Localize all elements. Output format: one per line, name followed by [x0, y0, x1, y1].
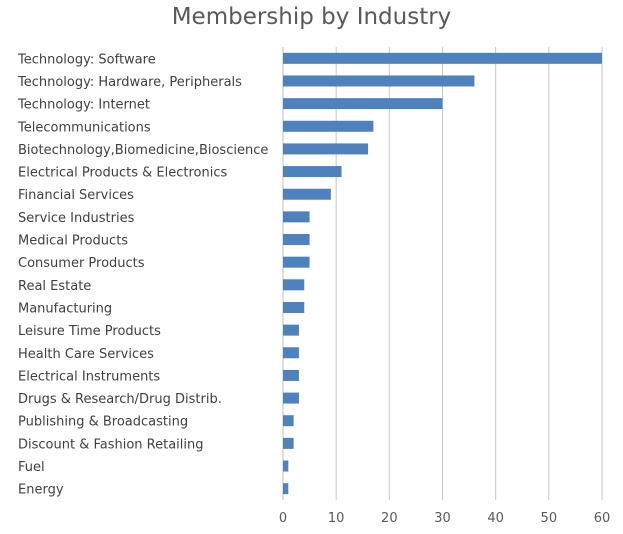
bar: [283, 301, 305, 313]
gridlines: [282, 47, 603, 500]
category-label: Biotechnology,Biomedicine,Bioscience: [18, 143, 268, 158]
bar: [283, 52, 602, 64]
bar: [283, 347, 299, 359]
bar: [283, 98, 443, 110]
bar: [283, 143, 369, 155]
x-tick-label: 20: [381, 511, 398, 526]
category-labels: Technology: Software Technology: Hardware…: [17, 52, 268, 497]
category-label: Energy: [18, 483, 64, 498]
bar: [283, 483, 289, 495]
category-label: Fuel: [18, 460, 45, 475]
bar: [283, 75, 475, 87]
category-label: Electrical Instruments: [18, 369, 160, 384]
chart-title: Membership by Industry: [171, 4, 452, 30]
x-tick-label: 30: [434, 511, 451, 526]
bar: [283, 279, 305, 291]
bar: [283, 120, 374, 132]
bar: [283, 234, 310, 246]
category-label: Manufacturing: [18, 301, 112, 316]
bar: [283, 324, 299, 336]
bar: [283, 256, 310, 268]
bar: [283, 166, 342, 178]
x-tick-labels: 0 10 20 30 40 50 60: [279, 511, 610, 526]
category-label: Medical Products: [18, 234, 128, 249]
category-label: Technology: Software: [17, 52, 156, 67]
x-tick-label: 60: [594, 511, 611, 526]
category-label: Leisure Time Products: [18, 324, 161, 339]
category-label: Drugs & Research/Drug Distrib.: [18, 392, 222, 407]
bar: [283, 188, 331, 200]
category-label: Discount & Fashion Retailing: [18, 437, 204, 452]
bar: [283, 415, 294, 427]
category-label: Technology: Internet: [17, 98, 150, 113]
category-label: Financial Services: [18, 188, 134, 203]
category-label: Service Industries: [18, 211, 135, 226]
category-label: Publishing & Broadcasting: [18, 415, 188, 430]
bars: [283, 52, 602, 495]
x-tick-label: 50: [541, 511, 558, 526]
category-label: Real Estate: [18, 279, 91, 294]
bar: [283, 460, 289, 472]
bar: [283, 437, 294, 449]
bar: [283, 369, 299, 381]
category-label: Consumer Products: [18, 256, 145, 271]
bar: [283, 211, 310, 223]
x-tick-label: 40: [487, 511, 504, 526]
category-label: Health Care Services: [18, 347, 154, 362]
category-label: Telecommunications: [17, 120, 151, 135]
category-label: Electrical Products & Electronics: [18, 166, 227, 181]
bar: [283, 392, 299, 404]
category-label: Technology: Hardware, Peripherals: [17, 75, 242, 90]
x-tick-label: 10: [328, 511, 345, 526]
x-tick-label: 0: [279, 511, 287, 526]
